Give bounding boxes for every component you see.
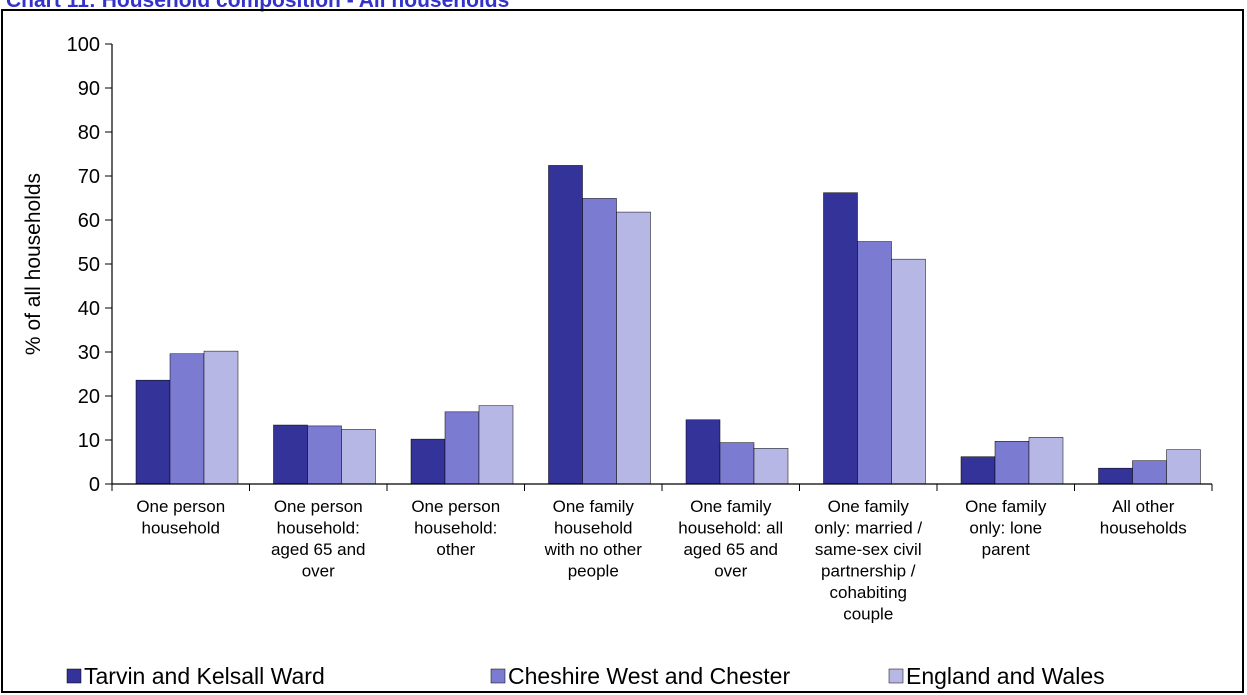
x-tick-label: One family only: married / same-sex civil p… bbox=[814, 497, 922, 624]
bar bbox=[857, 241, 892, 485]
bar bbox=[1098, 467, 1133, 485]
y-tick-label: 80 bbox=[78, 122, 100, 144]
x-tick-label: All other households bbox=[1100, 497, 1187, 538]
x-tick-label-line: One person bbox=[411, 497, 500, 516]
x-tick-label: One person household: aged 65 and over bbox=[271, 497, 366, 581]
x-tick-label-line: household: bbox=[414, 519, 497, 538]
y-tick-label: 70 bbox=[78, 166, 100, 188]
x-tick-label-line: parent bbox=[982, 540, 1030, 559]
x-tick-label-line: One family bbox=[690, 497, 772, 516]
bar bbox=[891, 258, 926, 485]
x-tick-label: One family household with no other people bbox=[544, 497, 643, 581]
y-tick-label: 50 bbox=[78, 254, 100, 276]
x-tick-label-line: One family bbox=[965, 497, 1047, 516]
y-tick-label: 10 bbox=[78, 430, 100, 452]
bar bbox=[169, 353, 205, 485]
bar bbox=[994, 441, 1030, 485]
x-tick-label-line: One person bbox=[136, 497, 225, 516]
x-tick-label-line: only: lone bbox=[969, 519, 1042, 538]
x-tick-label-line: households bbox=[1100, 519, 1187, 538]
x-tick-label: One family only: lone parent bbox=[965, 497, 1047, 559]
x-tick-label-line: aged 65 and bbox=[271, 540, 366, 559]
bar bbox=[719, 442, 755, 485]
bar bbox=[273, 424, 308, 485]
bar bbox=[410, 438, 446, 485]
x-tick-label-line: people bbox=[568, 562, 619, 581]
y-axis-label: % of all households bbox=[22, 173, 45, 355]
y-tick-label: 100 bbox=[67, 34, 100, 56]
legend-label: Cheshire West and Chester bbox=[508, 663, 790, 689]
bar bbox=[823, 192, 858, 485]
x-tick-label: One person household bbox=[136, 497, 225, 538]
y-tick-label: 20 bbox=[78, 386, 100, 408]
bar bbox=[753, 448, 789, 485]
bar bbox=[582, 198, 617, 485]
bar bbox=[135, 379, 171, 485]
y-tick-label: 0 bbox=[89, 474, 100, 496]
x-tick-label: One family household: all aged 65 and over bbox=[678, 497, 783, 581]
x-tick-label-line: One person bbox=[274, 497, 363, 516]
x-tick-label-line: other bbox=[436, 540, 475, 559]
bar bbox=[685, 419, 721, 485]
bar bbox=[616, 211, 651, 485]
bar bbox=[203, 350, 239, 485]
bar bbox=[548, 165, 583, 485]
x-tick-label-line: aged 65 and bbox=[683, 540, 778, 559]
x-tick-label-line: over bbox=[302, 562, 335, 581]
legend-label: Tarvin and Kelsall Ward bbox=[84, 663, 325, 689]
x-tick-label-line: household: all bbox=[678, 519, 783, 538]
x-tick-label: One person household: other bbox=[411, 497, 500, 559]
x-tick-label-line: All other bbox=[1112, 497, 1175, 516]
x-tick-label-line: same-sex civil bbox=[815, 540, 922, 559]
x-tick-label-line: One family bbox=[553, 497, 635, 516]
bar bbox=[1166, 449, 1201, 485]
x-tick-label-line: partnership / bbox=[821, 562, 916, 581]
bar bbox=[478, 405, 514, 485]
x-tick-label-line: household bbox=[142, 519, 220, 538]
bar bbox=[341, 429, 376, 485]
legend-label: England and Wales bbox=[906, 663, 1105, 689]
legend-swatch bbox=[66, 668, 82, 684]
legend-swatch bbox=[490, 668, 506, 684]
y-tick-label: 90 bbox=[78, 78, 100, 100]
x-tick-label-line: household: bbox=[277, 519, 360, 538]
bar bbox=[307, 425, 342, 485]
y-tick-label: 30 bbox=[78, 342, 100, 364]
chart-frame bbox=[1, 9, 1244, 693]
y-tick-label: 60 bbox=[78, 210, 100, 232]
x-tick-label-line: over bbox=[714, 562, 747, 581]
y-tick-label: 40 bbox=[78, 298, 100, 320]
bar bbox=[1028, 437, 1064, 485]
bar bbox=[960, 456, 996, 485]
x-tick-label-line: One family bbox=[828, 497, 910, 516]
x-tick-label-line: couple bbox=[843, 605, 893, 624]
x-tick-label-line: with no other bbox=[544, 540, 643, 559]
legend-swatch bbox=[888, 668, 904, 684]
x-tick-label-line: only: married / bbox=[814, 519, 922, 538]
bar bbox=[1132, 460, 1167, 485]
bar bbox=[444, 411, 480, 485]
x-tick-label-line: cohabiting bbox=[829, 583, 907, 602]
x-tick-label-line: household bbox=[554, 519, 632, 538]
